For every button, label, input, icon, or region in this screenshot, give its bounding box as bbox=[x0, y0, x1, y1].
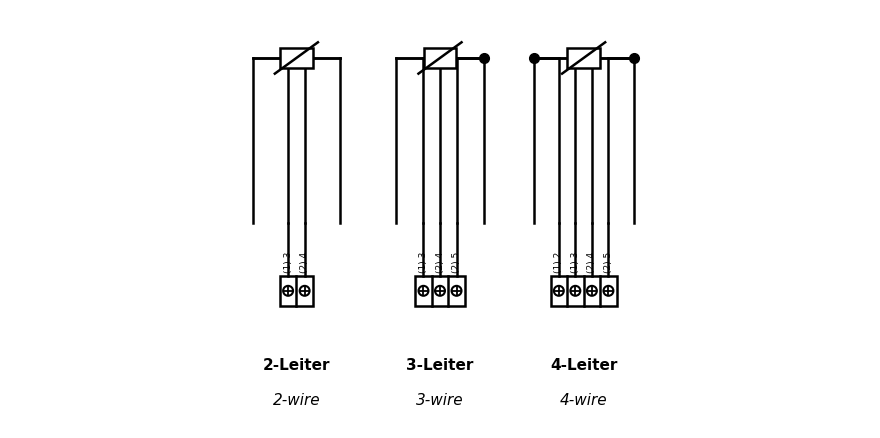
Text: (1) 3: (1) 3 bbox=[419, 251, 428, 273]
Text: (2) 4: (2) 4 bbox=[436, 252, 444, 273]
Circle shape bbox=[283, 286, 293, 296]
Text: (1) 3: (1) 3 bbox=[283, 251, 293, 273]
Text: 3-wire: 3-wire bbox=[416, 393, 464, 408]
Bar bbox=[423, 47, 457, 68]
Text: (2) 4: (2) 4 bbox=[300, 252, 309, 273]
Circle shape bbox=[435, 286, 445, 296]
Text: (2) 5: (2) 5 bbox=[452, 252, 461, 273]
Text: (1) 3: (1) 3 bbox=[571, 251, 580, 273]
Text: (2) 4: (2) 4 bbox=[587, 252, 597, 273]
Bar bbox=[415, 276, 465, 306]
Text: (1) 2: (1) 2 bbox=[554, 252, 563, 273]
Bar bbox=[280, 47, 312, 68]
Circle shape bbox=[554, 286, 564, 296]
Circle shape bbox=[300, 286, 310, 296]
Circle shape bbox=[451, 286, 461, 296]
Bar bbox=[568, 47, 600, 68]
Bar bbox=[551, 276, 617, 306]
Circle shape bbox=[587, 286, 597, 296]
Text: 3-Leiter: 3-Leiter bbox=[407, 358, 473, 373]
Circle shape bbox=[570, 286, 580, 296]
Bar bbox=[280, 276, 313, 306]
Text: 2-wire: 2-wire bbox=[273, 393, 320, 408]
Text: 4-Leiter: 4-Leiter bbox=[550, 358, 617, 373]
Text: 4-wire: 4-wire bbox=[560, 393, 607, 408]
Text: 2-Leiter: 2-Leiter bbox=[262, 358, 330, 373]
Text: (2) 5: (2) 5 bbox=[604, 252, 613, 273]
Circle shape bbox=[604, 286, 613, 296]
Circle shape bbox=[419, 286, 429, 296]
